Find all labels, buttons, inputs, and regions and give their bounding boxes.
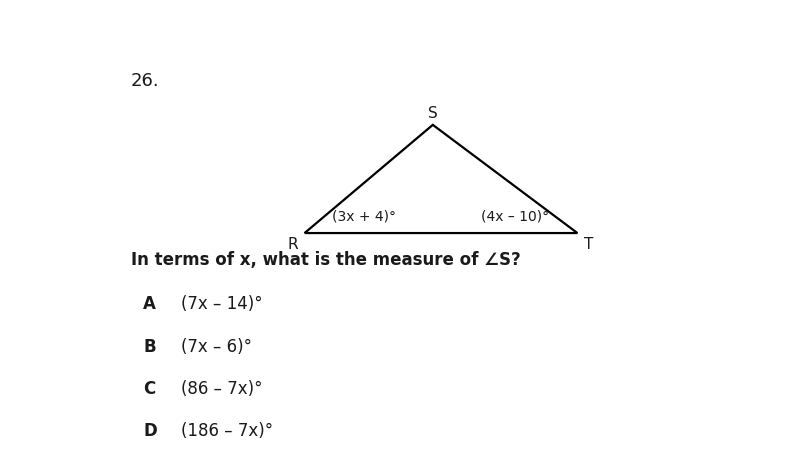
Text: (7x – 6)°: (7x – 6)°: [181, 337, 252, 356]
Text: (3x + 4)°: (3x + 4)°: [333, 210, 397, 224]
Text: (7x – 14)°: (7x – 14)°: [181, 295, 262, 313]
Text: D: D: [143, 422, 157, 440]
Text: (4x – 10)°: (4x – 10)°: [482, 210, 550, 224]
Text: (86 – 7x)°: (86 – 7x)°: [181, 380, 262, 397]
Text: S: S: [428, 106, 438, 121]
Text: In terms of x, what is the measure of ∠S?: In terms of x, what is the measure of ∠S…: [131, 251, 521, 269]
Text: R: R: [288, 237, 298, 252]
Text: 26.: 26.: [131, 72, 160, 90]
Text: T: T: [584, 237, 593, 252]
Text: B: B: [143, 337, 156, 356]
Text: A: A: [143, 295, 156, 313]
Text: C: C: [143, 380, 156, 397]
Text: (186 – 7x)°: (186 – 7x)°: [181, 422, 273, 440]
